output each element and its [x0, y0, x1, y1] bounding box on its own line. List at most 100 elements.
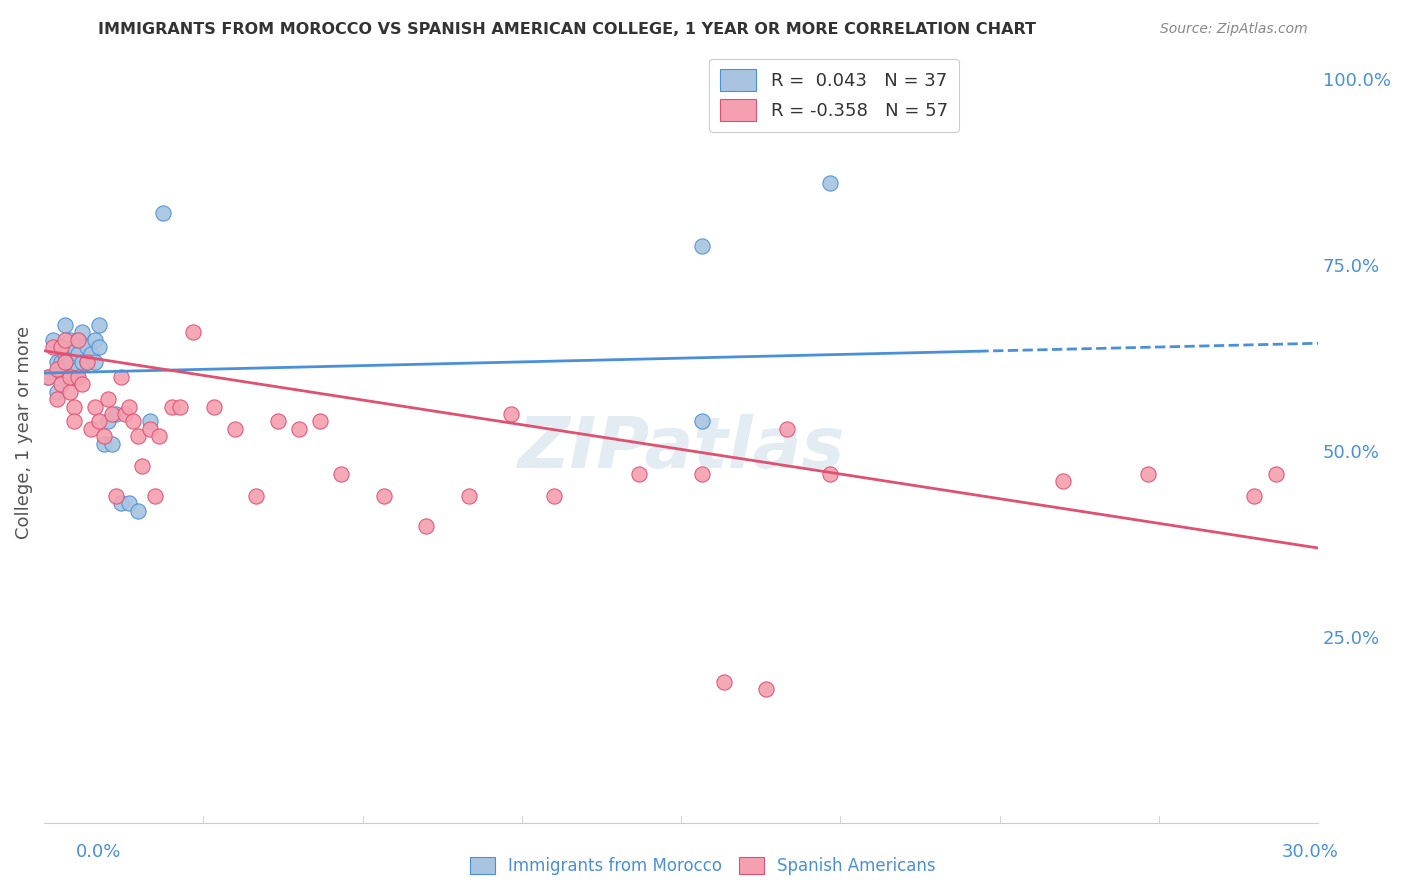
- Point: [63, 414, 86, 428]
- Legend: R =  0.043   N = 37, R = -0.358   N = 57: R = 0.043 N = 37, R = -0.358 N = 57: [710, 59, 959, 131]
- Point: [45, 392, 67, 406]
- Point: [373, 489, 395, 503]
- Point: [105, 407, 128, 421]
- Point: [89, 318, 111, 332]
- Point: [76, 355, 98, 369]
- Point: [45, 384, 67, 399]
- Point: [67, 369, 90, 384]
- Point: [122, 414, 145, 428]
- Point: [45, 362, 67, 376]
- Point: [80, 347, 103, 361]
- Point: [181, 325, 204, 339]
- Point: [41, 333, 63, 347]
- Point: [1264, 467, 1286, 481]
- Point: [89, 414, 111, 428]
- Point: [776, 422, 799, 436]
- Point: [713, 675, 735, 690]
- Point: [80, 422, 103, 436]
- Point: [127, 429, 149, 443]
- Point: [58, 333, 80, 347]
- Point: [202, 400, 225, 414]
- Point: [415, 518, 437, 533]
- Point: [93, 429, 115, 443]
- Point: [41, 340, 63, 354]
- Point: [84, 400, 107, 414]
- Point: [266, 414, 288, 428]
- Point: [501, 407, 523, 421]
- Point: [63, 369, 86, 384]
- Point: [105, 489, 128, 503]
- Point: [288, 422, 311, 436]
- Point: [53, 369, 76, 384]
- Point: [49, 340, 72, 354]
- Point: [97, 392, 120, 406]
- Point: [245, 489, 267, 503]
- Point: [169, 400, 191, 414]
- Point: [45, 355, 67, 369]
- Point: [818, 467, 841, 481]
- Point: [53, 347, 76, 361]
- Point: [53, 333, 76, 347]
- Point: [692, 467, 714, 481]
- Point: [1137, 467, 1160, 481]
- Point: [457, 489, 479, 503]
- Y-axis label: College, 1 year or more: College, 1 year or more: [15, 326, 32, 539]
- Point: [330, 467, 353, 481]
- Text: Source: ZipAtlas.com: Source: ZipAtlas.com: [1160, 22, 1308, 37]
- Point: [67, 333, 90, 347]
- Point: [63, 340, 86, 354]
- Point: [110, 496, 132, 510]
- Point: [93, 437, 115, 451]
- Point: [118, 496, 141, 510]
- Point: [692, 239, 714, 253]
- Point: [110, 369, 132, 384]
- Point: [139, 422, 162, 436]
- Point: [76, 340, 98, 354]
- Point: [148, 429, 170, 443]
- Point: [152, 206, 174, 220]
- Point: [58, 369, 80, 384]
- Point: [1243, 489, 1265, 503]
- Point: [118, 400, 141, 414]
- Point: [67, 333, 90, 347]
- Text: IMMIGRANTS FROM MOROCCO VS SPANISH AMERICAN COLLEGE, 1 YEAR OR MORE CORRELATION : IMMIGRANTS FROM MOROCCO VS SPANISH AMERI…: [98, 22, 1036, 37]
- Point: [37, 369, 59, 384]
- Point: [72, 377, 94, 392]
- Point: [76, 355, 98, 369]
- Point: [818, 176, 841, 190]
- Point: [114, 407, 136, 421]
- Point: [101, 407, 124, 421]
- Point: [67, 347, 90, 361]
- Point: [224, 422, 246, 436]
- Point: [101, 437, 124, 451]
- Point: [309, 414, 332, 428]
- Point: [160, 400, 183, 414]
- Point: [139, 414, 162, 428]
- Point: [58, 355, 80, 369]
- Point: [755, 682, 778, 697]
- Point: [72, 325, 94, 339]
- Point: [49, 340, 72, 354]
- Point: [627, 467, 650, 481]
- Point: [543, 489, 565, 503]
- Point: [72, 355, 94, 369]
- Point: [127, 504, 149, 518]
- Point: [67, 362, 90, 376]
- Point: [63, 400, 86, 414]
- Text: 0.0%: 0.0%: [76, 843, 121, 861]
- Point: [58, 384, 80, 399]
- Point: [131, 459, 153, 474]
- Point: [37, 369, 59, 384]
- Point: [89, 340, 111, 354]
- Point: [1052, 474, 1074, 488]
- Point: [97, 414, 120, 428]
- Text: 30.0%: 30.0%: [1282, 843, 1339, 861]
- Point: [692, 414, 714, 428]
- Point: [49, 355, 72, 369]
- Point: [53, 318, 76, 332]
- Point: [84, 333, 107, 347]
- Point: [49, 377, 72, 392]
- Text: ZIPatlas: ZIPatlas: [517, 414, 845, 483]
- Point: [143, 489, 166, 503]
- Legend: Immigrants from Morocco, Spanish Americans: Immigrants from Morocco, Spanish America…: [461, 849, 945, 884]
